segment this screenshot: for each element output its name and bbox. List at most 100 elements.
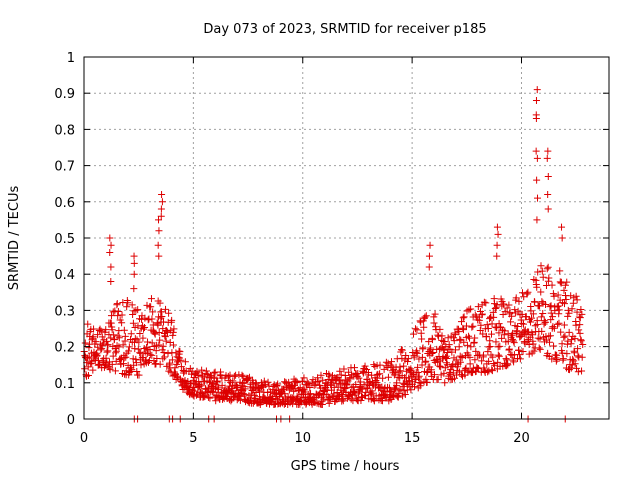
data-point xyxy=(149,308,157,316)
data-point xyxy=(456,335,464,343)
data-point xyxy=(335,376,343,384)
data-point xyxy=(554,291,562,299)
data-point xyxy=(155,341,163,349)
data-point xyxy=(555,319,563,327)
data-point xyxy=(227,397,235,405)
data-point xyxy=(573,364,581,372)
data-point xyxy=(568,305,576,313)
data-point xyxy=(378,397,386,405)
data-point xyxy=(374,370,382,378)
data-point xyxy=(524,288,532,296)
data-point xyxy=(493,223,501,231)
data-point xyxy=(422,312,430,320)
data-point xyxy=(177,363,185,371)
data-point xyxy=(107,312,115,320)
data-point xyxy=(494,343,502,351)
data-point xyxy=(123,303,131,311)
data-point xyxy=(161,353,169,361)
data-point xyxy=(514,323,522,331)
data-point xyxy=(93,351,101,359)
data-point xyxy=(232,371,240,379)
data-point xyxy=(404,355,412,363)
data-point xyxy=(558,223,566,231)
data-point xyxy=(114,312,122,320)
data-point xyxy=(164,349,172,357)
data-point xyxy=(169,331,177,339)
data-point xyxy=(494,230,502,238)
data-point xyxy=(570,349,578,357)
data-point xyxy=(206,394,214,402)
data-point xyxy=(500,300,508,308)
data-point xyxy=(570,357,578,365)
data-point xyxy=(519,320,527,328)
data-point xyxy=(314,377,322,385)
data-point xyxy=(561,300,569,308)
data-point xyxy=(212,397,220,405)
data-point xyxy=(534,334,542,342)
data-point xyxy=(443,355,451,363)
data-point xyxy=(114,332,122,340)
data-point xyxy=(113,300,121,308)
data-point xyxy=(384,373,392,381)
data-point xyxy=(191,387,199,395)
data-point xyxy=(430,319,438,327)
data-point xyxy=(466,360,474,368)
data-point xyxy=(81,365,89,373)
data-point xyxy=(436,325,444,333)
data-point xyxy=(411,383,419,391)
data-point xyxy=(81,339,89,347)
data-point xyxy=(147,303,155,311)
data-point xyxy=(578,367,586,375)
data-point xyxy=(129,319,137,327)
data-point xyxy=(122,353,130,361)
data-point xyxy=(488,330,496,338)
data-point xyxy=(252,380,260,388)
data-point xyxy=(203,388,211,396)
data-point xyxy=(413,349,421,357)
data-point xyxy=(214,385,222,393)
data-point xyxy=(387,396,395,404)
data-point xyxy=(251,394,259,402)
data-point xyxy=(551,307,559,315)
data-point xyxy=(529,310,537,318)
data-point xyxy=(122,367,130,375)
data-point xyxy=(229,377,237,385)
data-point xyxy=(513,328,521,336)
data-point xyxy=(148,339,156,347)
data-point xyxy=(398,354,406,362)
data-point xyxy=(428,336,436,344)
data-point xyxy=(339,395,347,403)
data-point xyxy=(130,252,138,260)
data-point xyxy=(399,379,407,387)
data-point xyxy=(560,321,568,329)
data-point xyxy=(241,391,249,399)
data-point xyxy=(532,111,540,119)
data-point xyxy=(495,320,503,328)
data-point xyxy=(503,356,511,364)
data-point xyxy=(107,263,115,271)
data-point xyxy=(415,372,423,380)
data-point xyxy=(134,345,142,353)
data-point xyxy=(250,391,258,399)
data-point xyxy=(88,336,96,344)
data-point xyxy=(577,305,585,313)
data-point xyxy=(92,350,100,358)
data-point xyxy=(501,327,509,335)
data-point xyxy=(135,338,143,346)
data-point xyxy=(574,368,582,376)
data-point xyxy=(155,216,163,224)
data-point xyxy=(474,303,482,311)
data-point xyxy=(467,305,475,313)
data-point xyxy=(130,285,138,293)
data-point xyxy=(573,296,581,304)
data-point xyxy=(492,304,500,312)
data-point xyxy=(420,323,428,331)
data-point xyxy=(319,376,327,384)
data-point xyxy=(471,356,479,364)
data-point xyxy=(450,337,458,345)
y-tick-label: 0.1 xyxy=(54,377,75,392)
data-point xyxy=(533,321,541,329)
data-point xyxy=(567,340,575,348)
data-point xyxy=(156,336,164,344)
data-point xyxy=(519,348,527,356)
